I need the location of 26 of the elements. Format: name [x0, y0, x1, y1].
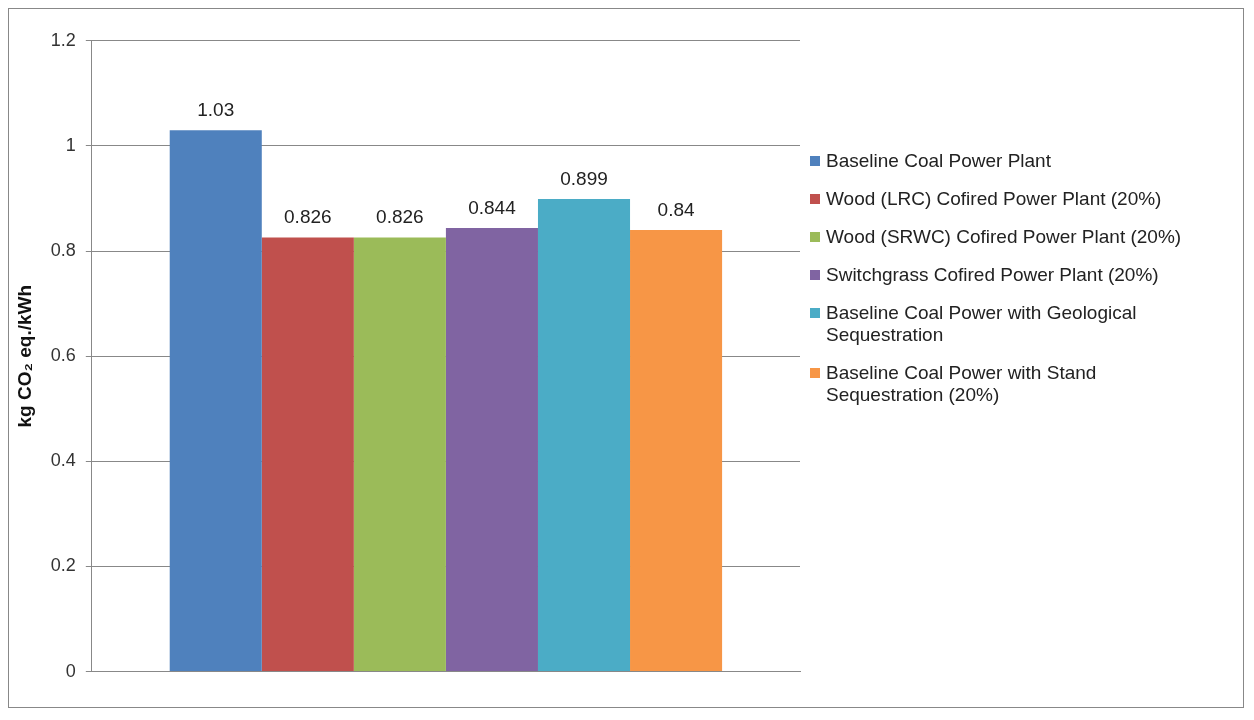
bar: [169, 130, 262, 672]
legend-label: Switchgrass Cofired Power Plant (20%): [826, 264, 1159, 286]
y-axis-title: kg CO₂ eq./kWh: [13, 284, 35, 428]
bar: [445, 227, 538, 672]
bar: [353, 237, 446, 672]
data-label: 0.826: [376, 206, 424, 228]
legend-label: Wood (LRC) Cofired Power Plant (20%): [826, 188, 1162, 210]
data-label: 0.826: [284, 206, 332, 228]
legend-label: Baseline Coal Power Plant: [826, 150, 1051, 172]
legend-label: Wood (SRWC) Cofired Power Plant (20%): [826, 226, 1182, 248]
data-label: 0.899: [560, 167, 608, 189]
y-tick-label: 0.6: [50, 345, 76, 366]
bar: [261, 237, 354, 672]
y-tick-label: 1: [65, 134, 76, 155]
data-label: 0.844: [468, 196, 517, 218]
bar: [537, 199, 631, 672]
y-tick-label: 1.2: [50, 29, 76, 50]
legend-label: Baseline Coal Power with Geological Sequestration: [826, 302, 1138, 346]
y-tick-label: 0.4: [50, 450, 76, 471]
bar: [630, 230, 723, 672]
y-tick-label: 0.8: [50, 240, 76, 261]
y-tick-label: 0.2: [50, 555, 76, 576]
y-tick-label: 0: [65, 660, 76, 681]
data-label: 0.84: [657, 198, 695, 220]
legend-label: Baseline Coal Power with Stand Sequestration (20%): [826, 362, 1098, 406]
data-label: 1.03: [197, 98, 235, 120]
